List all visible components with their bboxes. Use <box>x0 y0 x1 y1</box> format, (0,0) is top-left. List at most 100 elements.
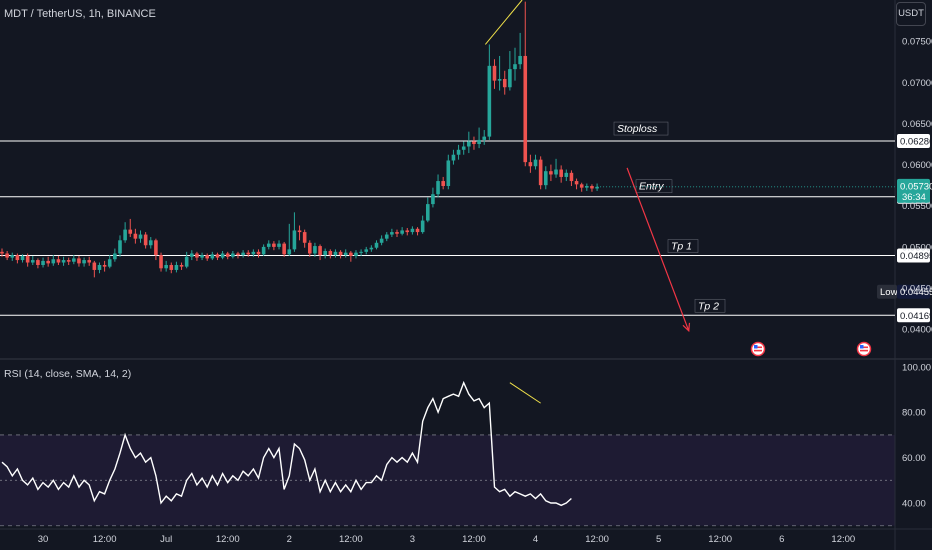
candle-body <box>282 243 286 255</box>
candle-body <box>461 146 466 150</box>
candle-body <box>456 149 461 155</box>
candle-body <box>323 251 327 256</box>
candle-body <box>87 260 92 263</box>
candle-body <box>590 185 594 189</box>
time-tick-label: 4 <box>533 534 538 545</box>
candle-body <box>533 159 538 167</box>
candle-body <box>215 254 220 258</box>
candle-body <box>231 253 235 257</box>
candle-body <box>374 242 379 248</box>
candle-body <box>415 228 420 233</box>
currency-label: USDT <box>898 8 924 19</box>
candle-body <box>205 255 209 259</box>
rsi-tick-label: 60.00 <box>902 453 926 464</box>
candle-body <box>333 251 338 256</box>
candle-body <box>390 232 394 235</box>
candle-body <box>523 55 528 163</box>
candle-body <box>538 159 543 186</box>
time-tick-label: 12:00 <box>93 534 117 545</box>
rsi-line <box>1 380 572 507</box>
candle-body <box>349 252 353 256</box>
low-marker-name: Low <box>880 287 898 298</box>
candle-body <box>497 79 502 81</box>
us-flag-event-icon[interactable] <box>750 341 766 357</box>
candle-body <box>313 246 317 254</box>
currency-button[interactable]: USDT <box>896 2 926 26</box>
price-tick-label: 0.04000 <box>902 325 932 336</box>
candle-body <box>328 251 333 256</box>
level-label: Tp 1 <box>671 241 692 253</box>
candle-body <box>200 255 204 258</box>
level-price-tag <box>897 308 930 323</box>
candle-body <box>436 181 440 195</box>
last-price-tag <box>897 178 930 203</box>
candle-body <box>256 251 261 255</box>
flag-stripe <box>754 349 762 352</box>
candle-body <box>302 232 307 243</box>
candle-body <box>508 69 512 88</box>
candle-body <box>451 154 456 161</box>
symbol-legend[interactable]: MDT / TetherUS, 1h, BINANCE <box>4 8 156 20</box>
level-label-box <box>613 121 669 136</box>
candle-body <box>364 249 369 252</box>
candle-body <box>579 184 584 188</box>
price-divergence-line[interactable] <box>484 0 523 45</box>
candle-body <box>123 229 127 241</box>
rsi-tick-label: 40.00 <box>902 499 926 510</box>
projection-arrow-head <box>682 322 691 333</box>
candle-body <box>549 171 553 175</box>
candle-body <box>338 251 343 256</box>
candle-body <box>482 136 487 140</box>
candle-body <box>528 162 533 167</box>
level-label: Stoploss <box>617 123 658 135</box>
candle-body <box>251 251 256 255</box>
us-flag-event-icon[interactable] <box>856 341 872 357</box>
candle-body <box>30 260 35 263</box>
rsi-legend[interactable]: RSI (14, close, SMA, 14, 2) <box>4 368 132 380</box>
projection-arrow[interactable] <box>626 167 690 332</box>
candle-body <box>384 234 389 239</box>
candle-body <box>492 65 497 81</box>
time-axis[interactable]: 30 12:00 Jul 12:00 2 12:00 3 12:00 4 12:00 5 12:00 6… <box>38 534 855 545</box>
candle-body <box>359 251 363 253</box>
candle-body <box>405 230 410 233</box>
candle-body <box>154 240 158 256</box>
candle-body <box>400 230 404 234</box>
candle-body <box>420 220 425 233</box>
candle-body <box>379 238 384 243</box>
time-tick-label: 12:00 <box>708 534 732 545</box>
candle-body <box>128 229 133 234</box>
candle-body <box>318 246 322 256</box>
time-tick-label: 30 <box>38 534 49 545</box>
candle-body <box>51 259 56 264</box>
candle-body <box>266 243 271 247</box>
candle-body <box>369 247 374 250</box>
candle-body <box>477 139 481 145</box>
candle-body <box>72 258 76 262</box>
candle-body <box>41 260 45 266</box>
candle-body <box>220 253 225 258</box>
candle-body <box>287 249 292 255</box>
rsi-divergence-line[interactable] <box>509 382 541 404</box>
flag-canton <box>754 345 758 349</box>
last-price-text: 0.05730 <box>900 181 932 192</box>
candle-body <box>574 181 579 185</box>
time-tick-label: 12:00 <box>585 534 609 545</box>
candle-body <box>66 260 71 262</box>
candle-body <box>410 228 415 233</box>
level-label: Tp 2 <box>698 300 719 312</box>
candle-body <box>559 169 563 177</box>
rsi-tick-label: 80.00 <box>902 408 926 419</box>
candle-body <box>25 255 30 263</box>
candle-body <box>569 172 574 182</box>
candle-body <box>431 194 435 205</box>
candle-body <box>118 240 122 254</box>
